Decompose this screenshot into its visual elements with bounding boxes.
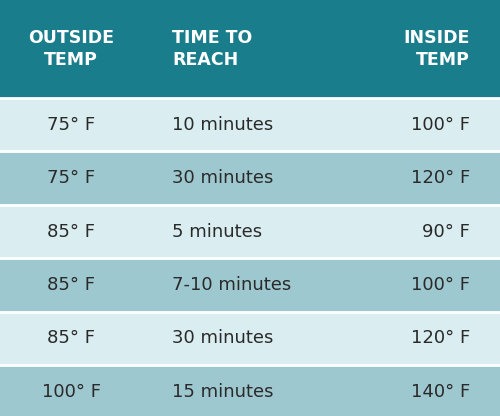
Text: 100° F: 100° F: [411, 116, 470, 134]
Text: 30 minutes: 30 minutes: [172, 329, 274, 347]
Text: 75° F: 75° F: [47, 116, 96, 134]
Bar: [0, 365, 500, 416]
Text: 85° F: 85° F: [47, 329, 95, 347]
Bar: [0, 312, 500, 365]
Bar: [0, 258, 500, 312]
Text: 15 minutes: 15 minutes: [172, 383, 274, 401]
Text: 85° F: 85° F: [47, 276, 95, 294]
Text: TIME TO
REACH: TIME TO REACH: [172, 29, 253, 69]
Text: 100° F: 100° F: [42, 383, 101, 401]
Text: 30 minutes: 30 minutes: [172, 169, 274, 187]
Bar: [0, 151, 500, 205]
Text: 90° F: 90° F: [422, 223, 470, 240]
Text: 120° F: 120° F: [411, 329, 470, 347]
Bar: [142, 0, 350, 98]
Bar: [0, 0, 142, 98]
Text: 140° F: 140° F: [411, 383, 470, 401]
Text: INSIDE
TEMP: INSIDE TEMP: [404, 29, 470, 69]
Bar: [0, 205, 500, 258]
Text: 85° F: 85° F: [47, 223, 95, 240]
Text: 120° F: 120° F: [411, 169, 470, 187]
Text: 7-10 minutes: 7-10 minutes: [172, 276, 292, 294]
Bar: [0, 98, 500, 151]
Text: 100° F: 100° F: [411, 276, 470, 294]
Text: 5 minutes: 5 minutes: [172, 223, 262, 240]
Text: 10 minutes: 10 minutes: [172, 116, 274, 134]
Bar: [350, 0, 500, 98]
Text: OUTSIDE
TEMP: OUTSIDE TEMP: [28, 29, 114, 69]
Text: 75° F: 75° F: [47, 169, 96, 187]
